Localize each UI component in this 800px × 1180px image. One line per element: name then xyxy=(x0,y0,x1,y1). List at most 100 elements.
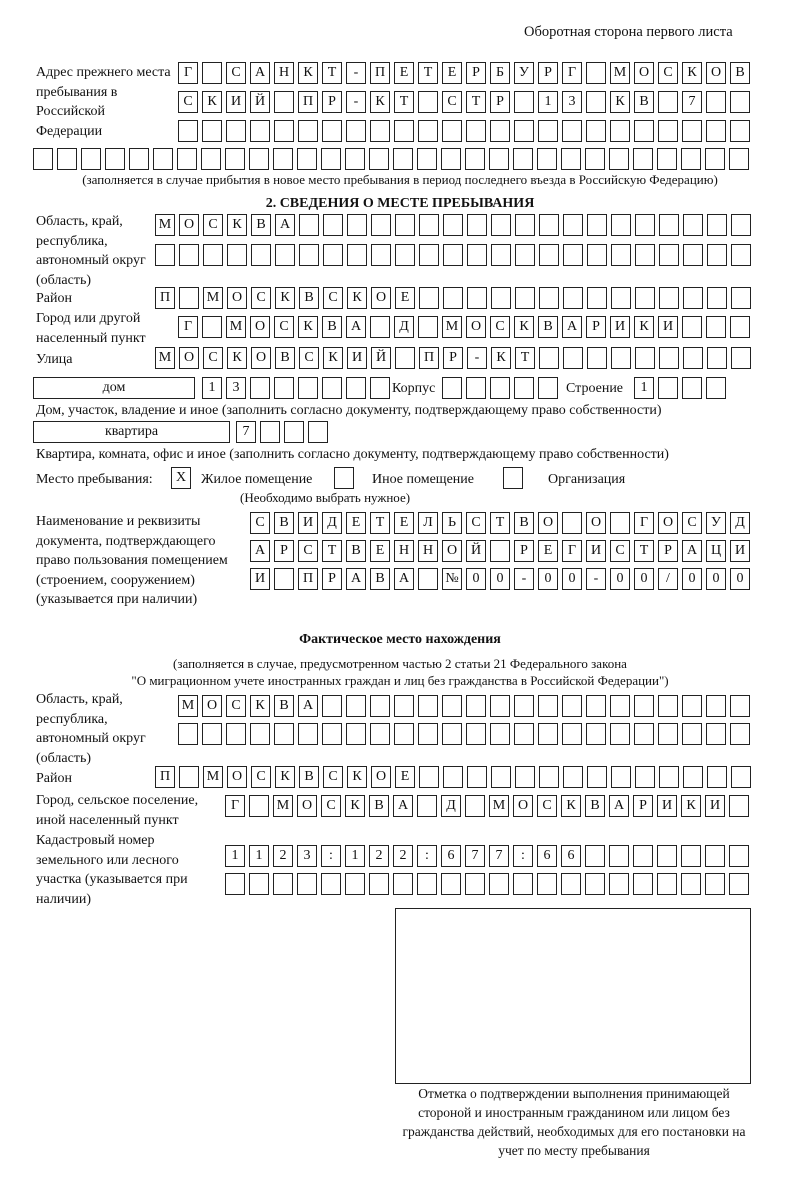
city-row-cell[interactable]: О xyxy=(250,316,270,338)
cadastral-row-cell[interactable] xyxy=(465,873,485,895)
doc-row-cell[interactable]: Й xyxy=(466,540,486,562)
stay-option-residential-checkbox[interactable]: X xyxy=(171,467,191,489)
actual-region-row-cell[interactable]: В xyxy=(274,695,294,717)
prev-address-row-cell[interactable] xyxy=(610,120,630,142)
doc-row-cell[interactable]: А xyxy=(394,568,414,590)
prev-address-row-cell[interactable]: - xyxy=(346,62,366,84)
region-row-cell[interactable] xyxy=(731,214,751,236)
street-row-cell[interactable]: К xyxy=(323,347,343,369)
doc-row-cell[interactable]: Г xyxy=(634,512,654,534)
city-row-cell[interactable] xyxy=(202,316,222,338)
district-row-cell[interactable] xyxy=(611,287,631,309)
prev-address-row-cell[interactable] xyxy=(465,148,485,170)
prev-address-row-cell[interactable] xyxy=(466,120,486,142)
prev-address-row-cell[interactable]: Н xyxy=(274,62,294,84)
prev-address-row-cell[interactable] xyxy=(393,148,413,170)
district-row-cell[interactable] xyxy=(179,287,199,309)
prev-address-row-cell[interactable] xyxy=(57,148,77,170)
region-row-cell[interactable] xyxy=(731,244,751,266)
doc-row-cell[interactable]: 0 xyxy=(490,568,510,590)
region-row-cell[interactable] xyxy=(515,244,535,266)
region-row-cell[interactable] xyxy=(299,214,319,236)
actual-city-row-cell[interactable]: А xyxy=(393,795,413,817)
actual-region-row-cell[interactable]: М xyxy=(178,695,198,717)
street-row-cell[interactable]: Т xyxy=(515,347,535,369)
prev-address-row-cell[interactable] xyxy=(634,120,654,142)
doc-row-cell[interactable]: Е xyxy=(346,512,366,534)
actual-region-row-cell[interactable] xyxy=(322,695,342,717)
city-row-cell[interactable] xyxy=(682,316,702,338)
actual-region-row-cell[interactable] xyxy=(514,695,534,717)
prev-address-row-cell[interactable] xyxy=(321,148,341,170)
street-row-cell[interactable]: О xyxy=(251,347,271,369)
actual-region-row-cell[interactable] xyxy=(730,695,750,717)
prev-address-row-cell[interactable] xyxy=(537,148,557,170)
prev-address-row-cell[interactable] xyxy=(274,91,294,113)
doc-row-cell[interactable]: № xyxy=(442,568,462,590)
region-row-cell[interactable] xyxy=(611,244,631,266)
region-row-cell[interactable] xyxy=(539,214,559,236)
actual-district-row-cell[interactable] xyxy=(611,766,631,788)
prev-address-row-cell[interactable]: 1 xyxy=(538,91,558,113)
stay-option-organization-checkbox[interactable] xyxy=(503,467,523,489)
doc-row-cell[interactable]: У xyxy=(706,512,726,534)
doc-row-cell[interactable]: И xyxy=(586,540,606,562)
district-row-cell[interactable] xyxy=(731,287,751,309)
actual-city-row-cell[interactable] xyxy=(465,795,485,817)
actual-district-row-cell[interactable]: М xyxy=(203,766,223,788)
actual-district-row-cell[interactable] xyxy=(587,766,607,788)
region-row-cell[interactable] xyxy=(635,214,655,236)
district-row-cell[interactable]: М xyxy=(203,287,223,309)
doc-row-cell[interactable]: Г xyxy=(562,540,582,562)
doc-row-cell[interactable]: В xyxy=(514,512,534,534)
prev-address-row-cell[interactable]: О xyxy=(634,62,654,84)
city-row-cell[interactable]: К xyxy=(514,316,534,338)
doc-row-cell[interactable]: А xyxy=(682,540,702,562)
cadastral-row-cell[interactable]: 1 xyxy=(249,845,269,867)
prev-address-row-cell[interactable] xyxy=(202,62,222,84)
region-row-cell[interactable] xyxy=(419,244,439,266)
prev-address-row-cell[interactable] xyxy=(201,148,221,170)
street-row-cell[interactable]: Р xyxy=(443,347,463,369)
prev-address-row-cell[interactable]: К xyxy=(202,91,222,113)
doc-row-cell[interactable]: - xyxy=(514,568,534,590)
prev-address-row-cell[interactable] xyxy=(561,148,581,170)
doc-row-cell[interactable]: Т xyxy=(490,512,510,534)
doc-row-cell[interactable]: А xyxy=(250,540,270,562)
district-row-cell[interactable]: О xyxy=(371,287,391,309)
actual-city-row-cell[interactable]: Г xyxy=(225,795,245,817)
region-row-cell[interactable] xyxy=(347,214,367,236)
cadastral-row-cell[interactable]: : xyxy=(513,845,533,867)
region-row-cell[interactable] xyxy=(491,214,511,236)
cadastral-row-cell[interactable] xyxy=(297,873,317,895)
street-row-cell[interactable] xyxy=(587,347,607,369)
doc-row-cell[interactable]: А xyxy=(346,568,366,590)
house-number-row-cell[interactable] xyxy=(250,377,270,399)
doc-row-cell[interactable]: П xyxy=(298,568,318,590)
actual-district-row-cell[interactable] xyxy=(443,766,463,788)
actual-region-row-cell[interactable] xyxy=(394,723,414,745)
cadastral-row-cell[interactable] xyxy=(657,873,677,895)
region-row-cell[interactable] xyxy=(179,244,199,266)
prev-address-row-cell[interactable] xyxy=(441,148,461,170)
actual-region-row-cell[interactable] xyxy=(298,723,318,745)
prev-address-row-cell[interactable] xyxy=(681,148,701,170)
doc-row-cell[interactable]: Т xyxy=(322,540,342,562)
korpus-row-cell[interactable] xyxy=(538,377,558,399)
prev-address-row-cell[interactable]: Р xyxy=(322,91,342,113)
city-row-cell[interactable]: В xyxy=(322,316,342,338)
cadastral-row-cell[interactable] xyxy=(369,873,389,895)
actual-district-row-cell[interactable] xyxy=(539,766,559,788)
doc-row-cell[interactable]: В xyxy=(346,540,366,562)
region-row-cell[interactable] xyxy=(563,214,583,236)
prev-address-row-cell[interactable]: Е xyxy=(442,62,462,84)
house-type-field[interactable]: дом xyxy=(33,377,195,399)
doc-row-cell[interactable]: Р xyxy=(274,540,294,562)
prev-address-row-cell[interactable]: В xyxy=(730,62,750,84)
district-row-cell[interactable]: О xyxy=(227,287,247,309)
actual-district-row-cell[interactable] xyxy=(731,766,751,788)
cadastral-row-cell[interactable]: 6 xyxy=(441,845,461,867)
prev-address-row-cell[interactable] xyxy=(225,148,245,170)
prev-address-row-cell[interactable] xyxy=(417,148,437,170)
prev-address-row-cell[interactable]: П xyxy=(298,91,318,113)
